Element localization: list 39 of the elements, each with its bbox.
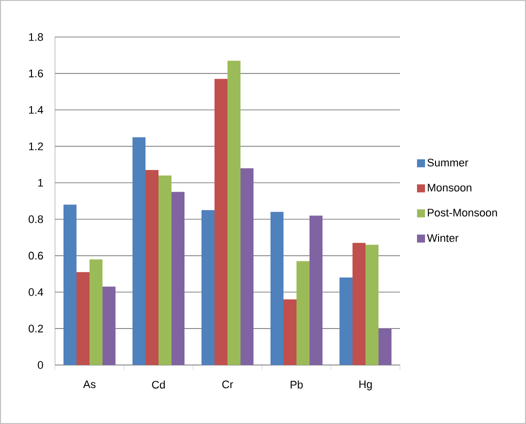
x-tick-label: Pb [290, 380, 303, 389]
y-tick-label: 1.6 [29, 70, 43, 78]
y-tick-label: 0 [38, 361, 44, 369]
bar [102, 286, 116, 365]
y-tick-label: 1.2 [29, 142, 43, 150]
y-tick-label: 0.4 [28, 288, 44, 296]
bar [378, 328, 392, 365]
bar [352, 242, 366, 365]
x-tick-label: Cd [152, 380, 165, 389]
bar [270, 212, 284, 365]
bar [146, 170, 159, 365]
x-tick-label: Hg [359, 380, 372, 390]
y-tick-label: 1 [38, 179, 43, 187]
bar [76, 272, 90, 365]
bar [172, 192, 185, 365]
bar [214, 78, 228, 365]
bar [284, 299, 297, 365]
bar [132, 137, 146, 365]
legend-label: Summer [427, 158, 468, 166]
bar [296, 261, 310, 365]
y-tick-label: 0.2 [28, 324, 43, 332]
x-tick-label: Cr [222, 380, 234, 388]
bar [158, 175, 172, 365]
bar [228, 60, 241, 365]
y-tick-label: 0.6 [28, 252, 43, 260]
bar [202, 210, 215, 365]
y-tick-label: 0.8 [28, 215, 43, 224]
legend-label: Winter [427, 234, 458, 242]
legend-label: Monsoon [428, 184, 472, 192]
y-tick-label: 1.4 [29, 106, 44, 114]
y-tick-label: 1.8 [29, 33, 43, 41]
legend-label: Post-Monsoon [428, 208, 497, 216]
bar [90, 259, 103, 365]
bar [340, 278, 353, 365]
x-tick-label: As [83, 380, 96, 388]
bar [310, 216, 323, 365]
bar [64, 204, 77, 365]
bar [366, 244, 379, 365]
bar [240, 168, 254, 365]
